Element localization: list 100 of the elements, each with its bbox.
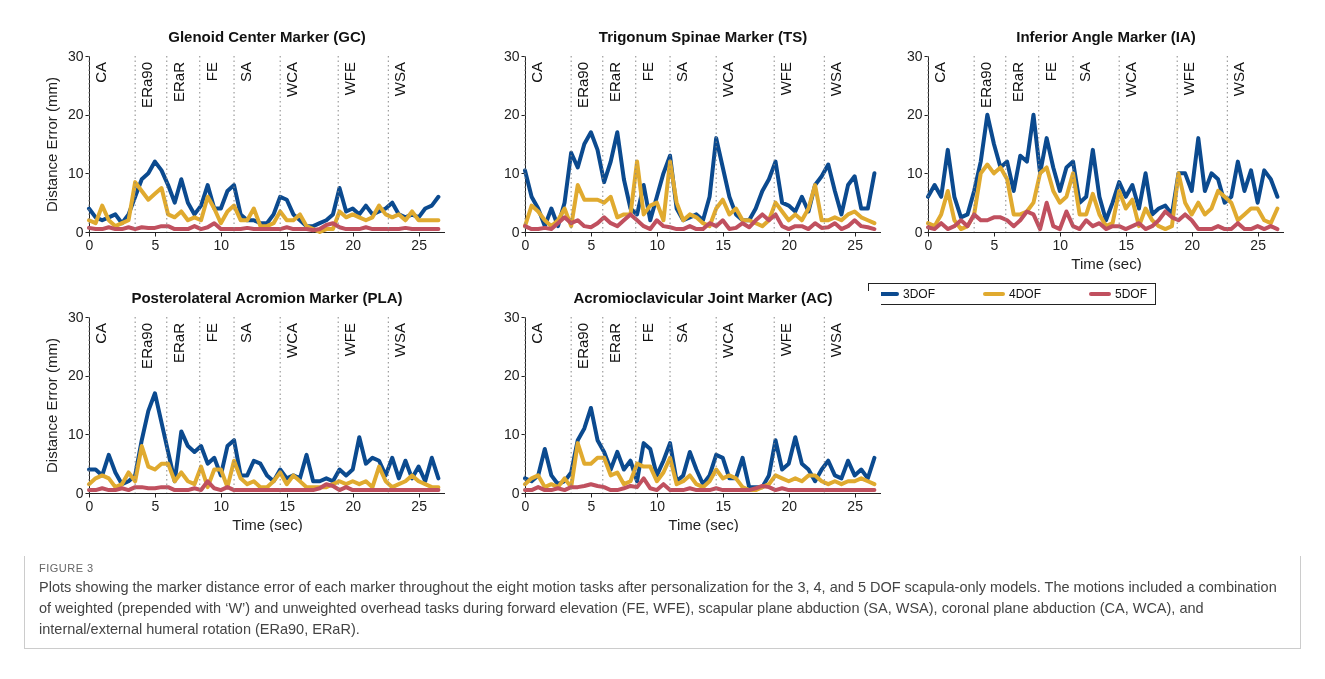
x-tick-label: 15: [279, 236, 296, 253]
x-tick-label: 20: [781, 497, 798, 514]
ref-line-label: WFE: [777, 62, 795, 96]
ref-line-label: WSA: [391, 62, 409, 97]
ref-line-label: ERaR: [1008, 61, 1026, 103]
y-tick-label: 30: [67, 308, 84, 325]
x-tick-label: 10: [213, 497, 230, 514]
line-series: [523, 159, 877, 229]
ref-line-label: SA: [673, 323, 691, 344]
y-tick-label: 20: [67, 106, 84, 123]
chart-title: Acromioclavicular Joint Marker (AC): [573, 289, 833, 306]
ref-line-label: WSA: [827, 323, 845, 358]
ref-line-label: SA: [237, 323, 255, 344]
x-tick-label: 25: [847, 497, 864, 514]
legend-label: 4DOF: [1009, 287, 1042, 301]
ref-line-label: CA: [92, 323, 109, 344]
x-tick-label: 5: [151, 236, 160, 253]
y-tick-label: 20: [906, 106, 923, 123]
ref-line-label: SA: [1076, 62, 1094, 83]
ref-line-label: FE: [638, 323, 656, 343]
line-series: [87, 221, 441, 233]
text: Plots showing the marker distance error of each marker throughout the eight motion tasks after personalization for the 3, 4, and 5 DOF scapula-only models. The motions included a combination of weighted (prepended with ‘W’) and unweighted overhead tasks during forward elevation (FE, WFE), scapular plane abduction (SA, WSA), coronal plane abduction (CA, WCA), and internal/external humeral rotation (ERa90, ERaR).: [39, 578, 1278, 640]
x-tick-label: 10: [649, 236, 666, 253]
x-tick-label: 25: [1250, 236, 1267, 253]
y-tick-label: 0: [75, 223, 84, 240]
ref-line-label: WFE: [341, 323, 359, 357]
ref-line-label: ERaR: [169, 61, 187, 103]
x-tick-label: 25: [411, 236, 428, 253]
y-tick-label: 30: [503, 308, 520, 325]
ref-line-label: FE: [1041, 62, 1059, 82]
ref-line-label: ERa90: [574, 62, 592, 108]
line-series: [926, 162, 1280, 232]
ref-line-label: WFE: [777, 323, 795, 357]
chart-title: Glenoid Center Marker (GC): [168, 28, 366, 45]
x-tick-label: 20: [781, 236, 798, 253]
ref-line-label: WFE: [341, 62, 359, 96]
ref-line-label: ERaR: [605, 61, 623, 103]
x-tick-label: 15: [1118, 236, 1135, 253]
x-tick-label: 5: [587, 497, 596, 514]
ref-line-label: WCA: [283, 62, 301, 97]
ref-line-label: WFE: [1180, 62, 1198, 96]
chart-title: Inferior Angle Marker (IA): [1016, 28, 1196, 45]
y-tick-label: 10: [906, 164, 923, 181]
ref-line-label: CA: [92, 62, 109, 83]
x-tick-label: 15: [279, 497, 296, 514]
chart-title: Trigonum Spinae Marker (TS): [598, 28, 808, 45]
y-axis-title: Distance Error (mm): [42, 337, 60, 474]
chart-title: Posterolateral Acromion Marker (PLA): [131, 289, 403, 306]
caption: FIGURE 3: [39, 562, 95, 574]
line-series: [926, 112, 1280, 223]
line-series: [87, 444, 441, 490]
x-axis-title: Time (sec): [232, 515, 303, 533]
ref-line-label: ERa90: [138, 62, 156, 108]
ref-line-label: SA: [673, 62, 691, 83]
line-series: [87, 180, 441, 234]
ref-line-label: SA: [237, 62, 255, 83]
y-tick-label: 30: [503, 47, 520, 64]
x-tick-label: 25: [411, 497, 428, 514]
ref-line-label: ERaR: [605, 322, 623, 364]
ref-line-label: WSA: [1230, 62, 1248, 97]
ref-line-label: FE: [638, 62, 656, 82]
ref-line-label: FE: [202, 323, 220, 343]
y-tick-label: 0: [511, 484, 520, 501]
x-axis-title: Time (sec): [1071, 254, 1142, 272]
x-tick-label: 15: [715, 497, 732, 514]
x-axis-title: Time (sec): [668, 515, 739, 533]
ref-line-label: WCA: [1122, 62, 1140, 97]
y-tick-label: 20: [503, 367, 520, 384]
y-tick-label: 0: [75, 484, 84, 501]
x-tick-label: 5: [151, 497, 160, 514]
ref-line-label: CA: [528, 323, 545, 344]
y-tick-label: 20: [503, 106, 520, 123]
ref-line-label: ERa90: [977, 62, 995, 108]
x-tick-label: 10: [213, 236, 230, 253]
x-tick-label: 25: [847, 236, 864, 253]
x-tick-label: 20: [1184, 236, 1201, 253]
ref-line-label: WSA: [391, 323, 409, 358]
y-tick-label: 10: [67, 425, 84, 442]
y-tick-label: 0: [914, 223, 923, 240]
x-tick-label: 15: [715, 236, 732, 253]
y-tick-label: 10: [503, 425, 520, 442]
line-series: [523, 441, 877, 493]
legend-label: 3DOF: [903, 287, 936, 301]
x-tick-label: 5: [990, 236, 999, 253]
x-tick-label: 10: [649, 497, 666, 514]
x-tick-label: 5: [587, 236, 596, 253]
line-series: [523, 212, 877, 232]
y-tick-label: 10: [67, 164, 84, 181]
x-tick-label: 20: [345, 236, 362, 253]
y-tick-label: 30: [906, 47, 923, 64]
ref-line-label: WSA: [827, 62, 845, 97]
ref-line-label: CA: [931, 62, 948, 83]
y-tick-label: 10: [503, 164, 520, 181]
x-tick-label: 10: [1052, 236, 1069, 253]
ref-line-label: ERaR: [169, 322, 187, 364]
ref-line-label: FE: [202, 62, 220, 82]
ref-line-label: WCA: [719, 62, 737, 97]
line-series: [523, 476, 877, 493]
ref-line-label: WCA: [719, 323, 737, 358]
ref-line-label: CA: [528, 62, 545, 83]
